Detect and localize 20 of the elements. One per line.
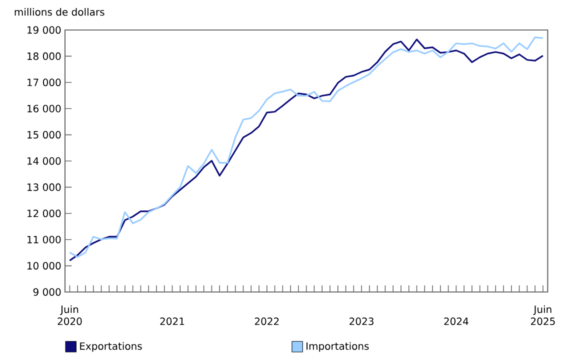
y-tick-label: 11 000: [28, 236, 61, 244]
x-tick-label: 2021: [160, 318, 184, 326]
y-tick-label: 13 000: [28, 183, 61, 191]
y-tick-label: 10 000: [28, 262, 61, 270]
y-tick-label: 14 000: [28, 157, 61, 165]
legend-label: Importations: [306, 342, 369, 352]
y-tick-label: 12 000: [28, 210, 61, 218]
x-tick-label: Juin 2025: [530, 305, 555, 326]
x-tick-label: Juin 2020: [58, 305, 82, 326]
y-axis-title: millions de dollars: [14, 8, 104, 16]
legend-label: Exportations: [80, 342, 142, 352]
x-tick-label: 2023: [350, 318, 374, 326]
y-tick-label: 9 000: [33, 288, 61, 296]
y-tick-label: 17 000: [28, 78, 61, 86]
x-tick-label: 2022: [254, 318, 279, 326]
y-tick-label: 15 000: [28, 131, 61, 139]
y-tick-label: 18 000: [28, 52, 61, 60]
y-tick-label: 19 000: [28, 26, 61, 34]
x-tick-label: 2024: [444, 318, 468, 326]
y-tick-label: 16 000: [28, 104, 61, 112]
